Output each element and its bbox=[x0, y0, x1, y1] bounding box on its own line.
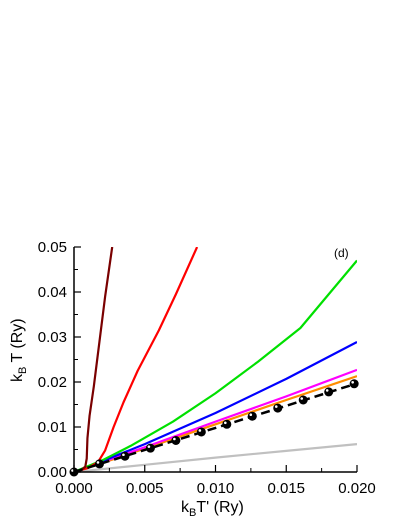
y-tick-label: 0.00 bbox=[38, 464, 67, 481]
data-point-highlight bbox=[224, 421, 227, 425]
x-tick-label: 0.010 bbox=[197, 480, 235, 497]
x-axis-label: kBT' (Ry) bbox=[181, 499, 244, 519]
data-point bbox=[120, 451, 130, 461]
x-tick-label: 0.000 bbox=[55, 480, 93, 497]
data-point-highlight bbox=[325, 389, 329, 392]
axes bbox=[73, 247, 357, 473]
data-point bbox=[324, 387, 334, 397]
data-point-highlight bbox=[122, 453, 125, 457]
y-tick-label: 0.05 bbox=[38, 239, 67, 256]
data-point bbox=[298, 395, 308, 405]
series-line-0 bbox=[74, 443, 357, 472]
data-point-highlight bbox=[71, 469, 74, 472]
y-tick-label: 0.03 bbox=[38, 329, 67, 346]
data-point bbox=[94, 459, 104, 469]
y-axis-label: kB T (Ry) bbox=[9, 318, 29, 382]
data-point bbox=[171, 436, 181, 445]
data-point-highlight bbox=[173, 437, 176, 441]
data-point bbox=[222, 419, 232, 429]
data-point bbox=[247, 411, 257, 421]
data-point-highlight bbox=[96, 461, 100, 464]
data-point bbox=[273, 403, 283, 413]
y-tick-label: 0.01 bbox=[38, 419, 67, 436]
x-tick-label: 0.015 bbox=[267, 480, 305, 497]
data-point bbox=[196, 427, 206, 437]
data-point bbox=[145, 443, 155, 453]
series-line-6 bbox=[74, 247, 114, 472]
marker-layer bbox=[69, 379, 359, 477]
panel-label: (d) bbox=[334, 246, 349, 260]
y-tick-label: 0.02 bbox=[38, 374, 67, 391]
data-point-highlight bbox=[274, 405, 278, 408]
data-point bbox=[349, 379, 359, 389]
series-line-4 bbox=[74, 259, 357, 472]
y-tick-label: 0.04 bbox=[38, 284, 67, 301]
x-tick-label: 0.020 bbox=[338, 480, 376, 497]
series-layer bbox=[74, 247, 357, 472]
data-point-highlight bbox=[198, 429, 202, 432]
data-point-highlight bbox=[351, 381, 354, 384]
data-point-highlight bbox=[249, 413, 253, 417]
x-tick-label: 0.005 bbox=[126, 480, 164, 497]
data-point-highlight bbox=[147, 445, 151, 448]
ticks: 0.000 0.005 0.010 0.015 0.020 0.00 0.01 0.02 0.0… bbox=[38, 239, 376, 497]
data-point-highlight bbox=[300, 397, 304, 400]
